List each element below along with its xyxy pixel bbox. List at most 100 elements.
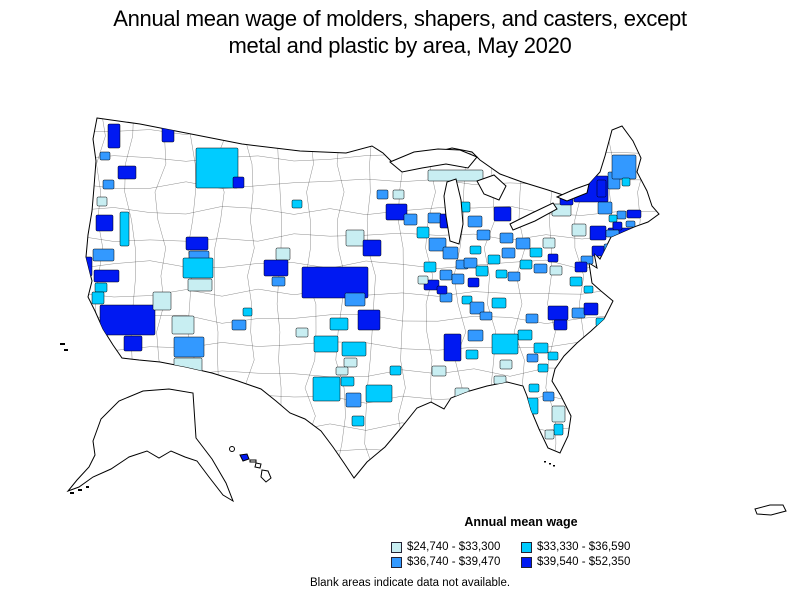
- map-area: [547, 351, 559, 361]
- map-area: [551, 405, 566, 423]
- map-area: [187, 278, 213, 292]
- map-area: [171, 315, 195, 335]
- map-area: [525, 313, 539, 324]
- lake-superior: [389, 148, 478, 173]
- molokai-island: [249, 459, 257, 463]
- map-area: [467, 277, 480, 288]
- legend-swatch: [391, 541, 402, 553]
- map-area: [495, 269, 508, 279]
- puerto-rico-outline: [754, 504, 787, 516]
- map-title-line1: Annual mean wage of molders, shapers, an…: [113, 6, 687, 31]
- map-areas: [86, 123, 642, 440]
- map-area: [569, 276, 583, 287]
- map-area: [231, 319, 247, 331]
- map-area: [553, 319, 568, 331]
- map-area: [362, 239, 382, 257]
- map-area: [591, 245, 605, 257]
- map-area: [436, 285, 448, 295]
- map-area: [376, 189, 389, 200]
- map-area: [91, 291, 105, 305]
- map-area: [571, 307, 586, 319]
- map-area: [476, 229, 491, 241]
- lake-michigan: [443, 178, 464, 245]
- map-area: [242, 307, 253, 317]
- map-area: [123, 335, 143, 352]
- map-area: [583, 285, 594, 294]
- legend-swatch: [521, 541, 532, 553]
- map-area: [102, 179, 115, 190]
- map-area: [475, 265, 489, 277]
- map-area: [549, 265, 563, 276]
- map-area: [94, 282, 108, 293]
- map-area: [295, 327, 309, 338]
- map-area: [341, 341, 367, 357]
- big-island: [260, 469, 272, 483]
- map-area: [493, 206, 512, 222]
- map-area: [357, 309, 381, 331]
- map-area: [313, 335, 339, 353]
- map-area: [271, 276, 286, 287]
- map-area: [469, 301, 485, 315]
- map-area: [537, 363, 549, 373]
- map-area: [463, 257, 478, 269]
- map-area: [605, 229, 620, 238]
- map-area: [117, 165, 137, 180]
- map-area: [351, 415, 365, 427]
- map-area: [389, 365, 402, 376]
- map-area: [92, 248, 115, 262]
- oahu-island: [239, 453, 250, 462]
- map-area: [335, 366, 349, 376]
- kauai-island: [229, 446, 235, 452]
- map-area: [574, 261, 588, 273]
- map-area: [301, 266, 369, 299]
- map-area: [491, 297, 507, 309]
- map-area: [385, 203, 408, 221]
- map-title-line2: metal and plastic by area, May 2020: [228, 33, 572, 58]
- map-area: [152, 291, 172, 311]
- map-area: [491, 333, 519, 355]
- legend: $24,740 - $33,300 $33,330 - $36,590 $36,…: [391, 541, 671, 568]
- legend-swatch: [521, 556, 532, 568]
- map-area: [99, 304, 156, 336]
- map-area: [275, 247, 291, 261]
- legend-label: $39,540 - $52,350: [537, 556, 631, 568]
- lake-ontario: [555, 183, 590, 202]
- map-area: [583, 302, 599, 316]
- map-area: [392, 189, 405, 200]
- aleutian-islands: [60, 343, 89, 494]
- legend-entry: $36,740 - $39,470: [391, 556, 521, 568]
- map-area: [517, 329, 533, 341]
- map-area: [345, 229, 365, 247]
- map-area: [451, 273, 465, 285]
- map-area: [403, 213, 418, 226]
- map-area: [343, 357, 358, 368]
- map-area: [185, 236, 209, 251]
- map-area: [340, 376, 355, 387]
- map-area: [329, 317, 349, 331]
- map-area: [427, 212, 442, 224]
- map-area: [526, 353, 539, 363]
- map-area: [533, 263, 548, 274]
- map-area: [344, 292, 366, 307]
- map-area: [542, 391, 555, 402]
- map-area: [501, 247, 516, 259]
- florida-keys: [544, 461, 555, 467]
- map-area: [428, 237, 447, 252]
- map-area: [469, 245, 482, 255]
- legend-label: $33,330 - $36,590: [537, 541, 631, 553]
- map-area: [365, 384, 393, 403]
- lake-erie: [509, 202, 558, 231]
- lake-huron: [476, 174, 507, 201]
- map-title: Annual mean wage of molders, shapers, an…: [0, 5, 800, 59]
- map-area: [528, 383, 540, 393]
- map-area: [95, 214, 114, 232]
- map-area: [547, 253, 559, 263]
- map-area: [519, 259, 533, 270]
- map-area: [608, 214, 618, 223]
- map-area: [417, 275, 429, 285]
- map-area: [529, 247, 543, 258]
- map-area: [612, 221, 623, 231]
- map-area: [345, 392, 362, 408]
- map-area: [439, 292, 453, 303]
